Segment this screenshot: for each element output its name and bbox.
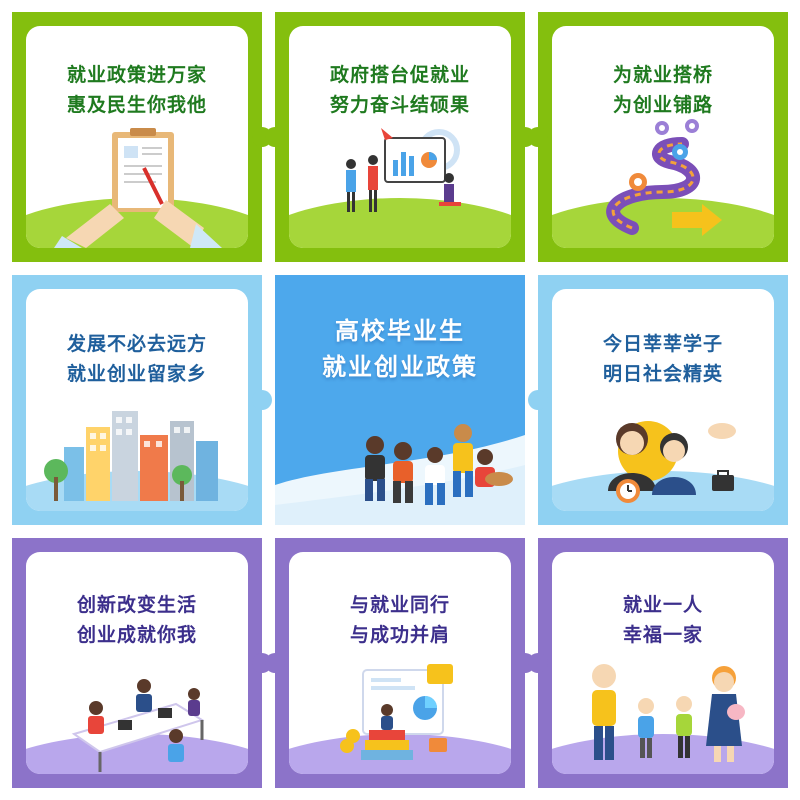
caption-line-1: 就业政策进万家 (66, 64, 207, 86)
tile-notch (528, 390, 548, 410)
tile-panel: 政府搭台促就业 努力奋斗结硕果 (289, 26, 511, 248)
caption-line-2: 努力奋斗结硕果 (329, 94, 470, 116)
tile-panel: 与就业同行 与成功并肩 (289, 552, 511, 774)
happy-family-icon (552, 664, 774, 774)
tile-bridge-road: 为就业搭桥 为创业铺路 (528, 12, 788, 262)
tile-panel: 发展不必去远方 就业创业留家乡 (26, 289, 248, 511)
tile-students-elite: 今日莘莘学子 明日社会精英 (528, 275, 788, 525)
caption-line-2: 就业创业留家乡 (66, 363, 207, 385)
caption-line-2: 惠及民生你我他 (66, 94, 207, 116)
tile-employment-policy: 就业政策进万家 惠及民生你我他 (12, 12, 272, 262)
presentation-team-icon (289, 128, 511, 248)
tile-center-graduates: 高校毕业生 就业创业政策 (275, 275, 525, 525)
tile-panel: 为就业搭桥 为创业铺路 (552, 26, 774, 248)
tile-hometown: 发展不必去远方 就业创业留家乡 (12, 275, 272, 525)
tile-caption: 发展不必去远方 就业创业留家乡 (26, 329, 248, 389)
tile-caption: 政府搭台促就业 努力奋斗结硕果 (289, 60, 511, 120)
business-people-icon (552, 421, 774, 511)
graduates-group-icon (275, 424, 525, 525)
caption-line-1: 就业一人 (622, 594, 703, 616)
title-line-2: 就业创业政策 (322, 353, 478, 381)
title-line-1: 高校毕业生 (335, 317, 465, 345)
tile-notch (528, 127, 548, 147)
tile-notch (265, 127, 285, 147)
tile-panel: 就业政策进万家 惠及民生你我他 (26, 26, 248, 248)
tile-caption: 为就业搭桥 为创业铺路 (552, 60, 774, 120)
tile-caption: 就业政策进万家 惠及民生你我他 (26, 60, 248, 120)
career-growth-icon (289, 664, 511, 774)
tile-notch (265, 653, 285, 673)
tile-notch (252, 390, 272, 410)
caption-line-2: 为创业铺路 (612, 94, 713, 116)
caption-line-2: 与成功并肩 (349, 624, 450, 646)
caption-line-1: 发展不必去远方 (66, 333, 207, 355)
office-teamwork-icon (26, 679, 248, 774)
city-buildings-icon (26, 411, 248, 511)
caption-line-1: 为就业搭桥 (612, 64, 713, 86)
page-title: 高校毕业生 就业创业政策 (275, 313, 525, 385)
caption-line-1: 与就业同行 (349, 594, 450, 616)
tile-panel: 创新改变生活 创业成就你我 (26, 552, 248, 774)
tile-innovation: 创新改变生活 创业成就你我 (12, 538, 272, 788)
tile-caption: 今日莘莘学子 明日社会精英 (552, 329, 774, 389)
tile-caption: 就业一人 幸福一家 (552, 590, 774, 650)
tile-happy-family: 就业一人 幸福一家 (528, 538, 788, 788)
tile-panel: 今日莘莘学子 明日社会精英 (552, 289, 774, 511)
caption-line-1: 今日莘莘学子 (602, 333, 723, 355)
caption-line-1: 创新改变生活 (76, 594, 197, 616)
caption-line-2: 明日社会精英 (602, 363, 723, 385)
tile-caption: 与就业同行 与成功并肩 (289, 590, 511, 650)
tile-notch (528, 653, 548, 673)
tile-success: 与就业同行 与成功并肩 (265, 538, 535, 788)
caption-line-2: 幸福一家 (622, 624, 703, 646)
winding-road-icon (552, 119, 774, 248)
tile-panel: 就业一人 幸福一家 (552, 552, 774, 774)
caption-line-2: 创业成就你我 (76, 624, 197, 646)
contract-signing-icon (26, 128, 248, 248)
tile-caption: 创新改变生活 创业成就你我 (26, 590, 248, 650)
caption-line-1: 政府搭台促就业 (329, 64, 470, 86)
tile-government-platform: 政府搭台促就业 努力奋斗结硕果 (265, 12, 535, 262)
